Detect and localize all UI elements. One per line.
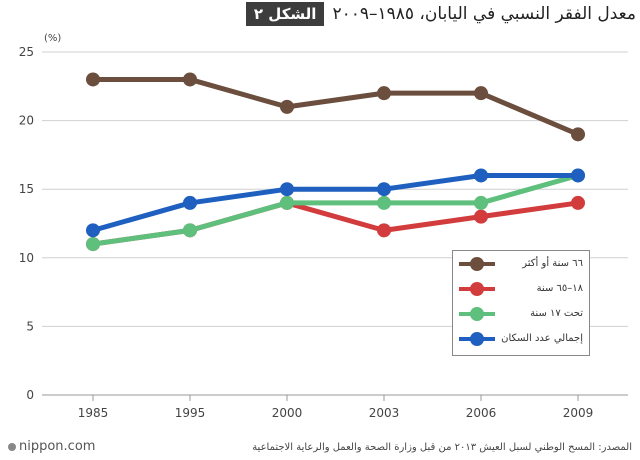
data-point: [183, 223, 197, 238]
data-point: [474, 168, 488, 183]
chart-header: الشكل ٢ معدل الفقر النسبي في اليابان، ١٩…: [245, 2, 636, 26]
y-tick-label: 10: [19, 251, 34, 265]
data-point: [183, 72, 197, 87]
legend-item: إجمالي عدد السكان: [453, 326, 589, 351]
data-point: [183, 195, 197, 210]
data-point: [377, 195, 391, 210]
legend-label: تحت ١٧ سنة: [530, 308, 583, 319]
y-tick-label: 5: [26, 319, 34, 333]
series-line: [90, 172, 581, 247]
x-tick-label: 2003: [369, 406, 400, 420]
y-tick-label: 25: [19, 45, 34, 59]
y-tick-label: 15: [19, 182, 34, 196]
legend-label: ٦٦ سنة أو أكثر: [522, 258, 583, 269]
legend-swatch: [459, 256, 495, 271]
data-point: [377, 223, 391, 238]
logo-text: nippon.com: [19, 439, 96, 454]
y-tick-label: 0: [26, 388, 34, 402]
y-unit-label: (%): [44, 33, 62, 44]
chart-legend: ٦٦ سنة أو أكثر ١٨–٦٥ سنة تحت ١٧ سنة إجمالي …: [452, 250, 590, 356]
x-tick-label: 2009: [563, 406, 594, 420]
x-tick-label: 1995: [175, 406, 206, 420]
legend-item: ٦٦ سنة أو أكثر: [453, 251, 589, 276]
data-point: [86, 237, 100, 252]
y-tick-label: 20: [19, 114, 34, 128]
x-tick-label: 2006: [466, 406, 497, 420]
data-point: [280, 182, 294, 197]
legend-swatch: [459, 281, 495, 296]
data-point: [571, 195, 585, 210]
data-point: [280, 195, 294, 210]
data-point: [377, 182, 391, 197]
legend-swatch: [459, 306, 495, 321]
source-note: المصدر: المسح الوطني لسبل العيش ٢٠١٣ من …: [252, 442, 632, 453]
legend-label: إجمالي عدد السكان: [501, 333, 583, 344]
legend-item: ١٨–٦٥ سنة: [453, 276, 589, 301]
chart-title: معدل الفقر النسبي في اليابان، ١٩٨٥–٢٠٠٩: [332, 4, 636, 24]
series-line: [90, 172, 581, 233]
data-point: [377, 86, 391, 101]
x-tick-label: 1985: [78, 406, 109, 420]
nippon-logo: nippon.com: [8, 439, 95, 454]
data-point: [280, 99, 294, 114]
legend-item: تحت ١٧ سنة: [453, 301, 589, 326]
legend-swatch: [459, 331, 495, 346]
series-line: [90, 76, 581, 137]
data-point: [474, 86, 488, 101]
x-tick-label: 2000: [272, 406, 303, 420]
legend-label: ١٨–٦٥ سنة: [536, 283, 583, 294]
logo-dot-icon: [8, 442, 16, 451]
data-point: [86, 223, 100, 238]
data-point: [474, 209, 488, 224]
data-point: [474, 195, 488, 210]
data-point: [86, 72, 100, 87]
figure-badge: الشكل ٢: [245, 2, 325, 26]
data-point: [571, 168, 585, 183]
data-point: [571, 127, 585, 142]
